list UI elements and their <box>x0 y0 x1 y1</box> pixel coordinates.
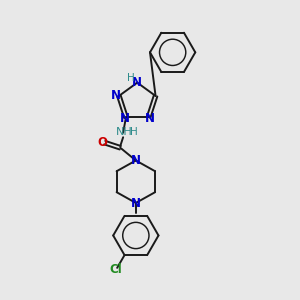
Text: NH: NH <box>116 127 133 136</box>
Text: H: H <box>130 127 138 136</box>
Text: O: O <box>98 136 107 148</box>
Text: N: N <box>131 154 141 167</box>
Text: Cl: Cl <box>110 263 122 276</box>
Text: N: N <box>145 112 155 124</box>
Text: H: H <box>127 73 135 82</box>
Text: N: N <box>131 197 141 210</box>
Text: N: N <box>119 112 130 124</box>
Text: N: N <box>132 76 142 89</box>
Text: N: N <box>111 89 121 102</box>
